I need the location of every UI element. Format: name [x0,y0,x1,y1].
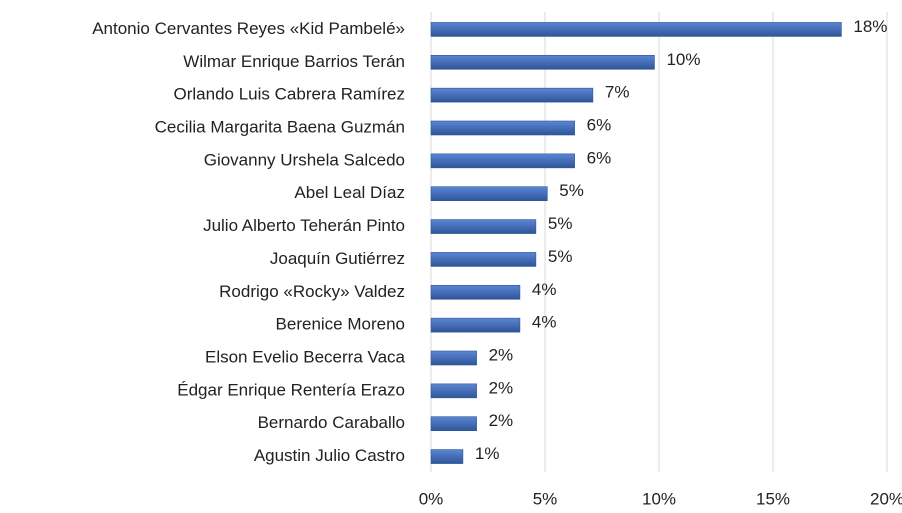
bar [430,284,521,300]
data-label: 7% [605,83,630,102]
data-label: 18% [853,17,887,36]
data-label: 4% [532,313,557,332]
y-tick-label: Antonio Cervantes Reyes «Kid Pambelé» [92,19,405,38]
y-tick-label: Cecilia Margarita Baena Guzmán [155,117,405,136]
data-label: 2% [489,345,514,364]
bar [430,449,464,464]
y-tick-label: Joaquín Gutiérrez [270,249,405,268]
data-label: 10% [666,50,700,69]
y-tick-label: Elson Evelio Becerra Vaca [205,347,406,366]
data-label: 5% [559,181,584,200]
y-tick-label: Bernardo Caraballo [258,413,405,432]
y-tick-label: Giovanny Urshela Salcedo [204,150,405,169]
bar [430,219,537,234]
bar [430,153,575,169]
x-tick-label: 10% [642,489,676,508]
y-tick-label: Édgar Enrique Rentería Erazo [177,380,405,399]
bar [430,54,655,70]
bar [430,22,842,37]
data-label: 1% [475,444,500,463]
data-label: 6% [587,115,612,134]
bar [430,317,521,333]
bar [430,350,477,366]
bar [430,416,477,432]
data-label: 5% [548,214,573,233]
x-tick-label: 5% [533,489,558,508]
data-label: 5% [548,247,573,266]
y-tick-label: Agustin Julio Castro [254,446,405,465]
data-label: 2% [489,411,514,430]
x-tick-label: 15% [756,489,790,508]
y-tick-label: Wilmar Enrique Barrios Terán [183,52,405,71]
data-label: 2% [489,378,514,397]
bar [430,186,548,202]
y-tick-label: Orlando Luis Cabrera Ramírez [174,85,405,104]
bar [430,87,594,103]
x-tick-label: 20% [870,489,902,508]
bar [430,252,537,267]
y-tick-label: Abel Leal Díaz [294,183,405,202]
y-tick-label: Rodrigo «Rocky» Valdez [219,282,405,301]
bar [430,383,477,399]
y-tick-label: Julio Alberto Teherán Pinto [203,216,405,235]
bar [430,120,575,136]
y-tick-label: Berenice Moreno [276,315,405,334]
data-label: 4% [532,280,557,299]
data-label: 6% [587,148,612,167]
x-tick-label: 0% [419,489,444,508]
